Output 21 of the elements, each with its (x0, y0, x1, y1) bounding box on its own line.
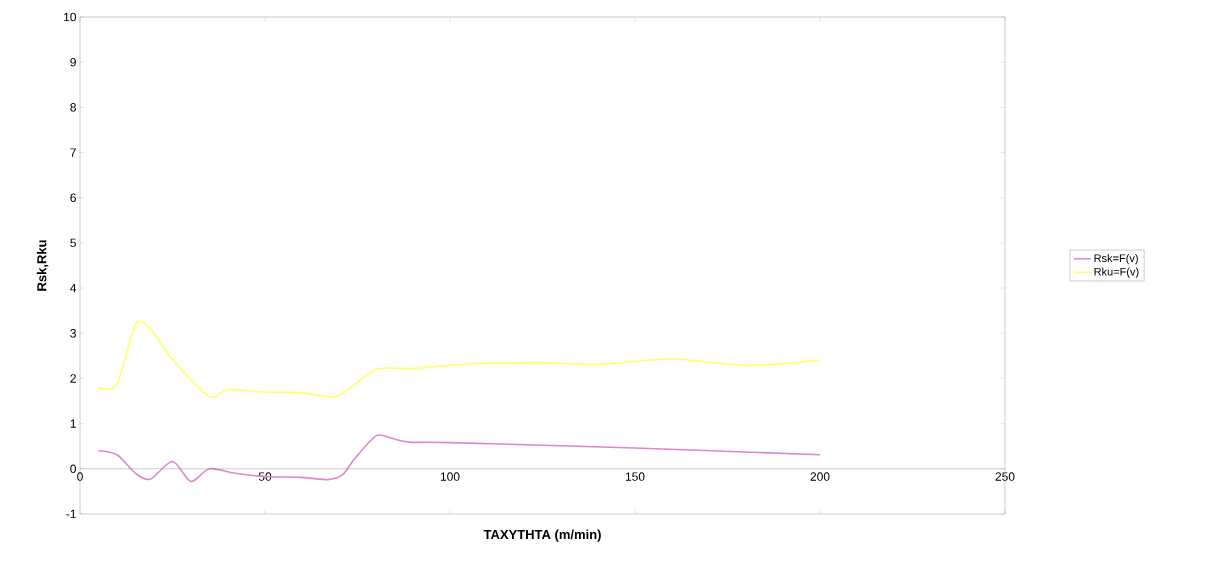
y-tick-label: 1 (70, 419, 76, 428)
y-tick-label: 10 (64, 12, 77, 22)
x-tick-label: 150 (625, 472, 645, 481)
legend-label: Rku=F(v) (1094, 267, 1139, 278)
x-tick-label: 100 (440, 472, 460, 481)
y-tick-label: 3 (70, 329, 76, 338)
y-tick-label: 5 (70, 238, 76, 248)
y-tick-label: 9 (70, 57, 76, 67)
y-tick-label: 6 (70, 193, 76, 202)
y-tick-label: 0 (70, 464, 77, 474)
legend-label: Rsk=F(v) (1094, 254, 1138, 265)
y-tick-label: 4 (70, 283, 77, 293)
x-tick-label: 200 (810, 472, 830, 481)
y-axis-title: Rsk,Rku (36, 240, 49, 291)
y-tick-label: 2 (70, 374, 76, 383)
x-tick-label: 0 (77, 472, 83, 481)
x-axis-title: TAXYTHTA (m/min) (483, 529, 601, 542)
y-tick-label: 7 (70, 148, 76, 157)
y-tick-label: 8 (70, 103, 76, 112)
y-tick-label: -1 (66, 509, 76, 519)
x-tick-label: 250 (995, 472, 1015, 481)
